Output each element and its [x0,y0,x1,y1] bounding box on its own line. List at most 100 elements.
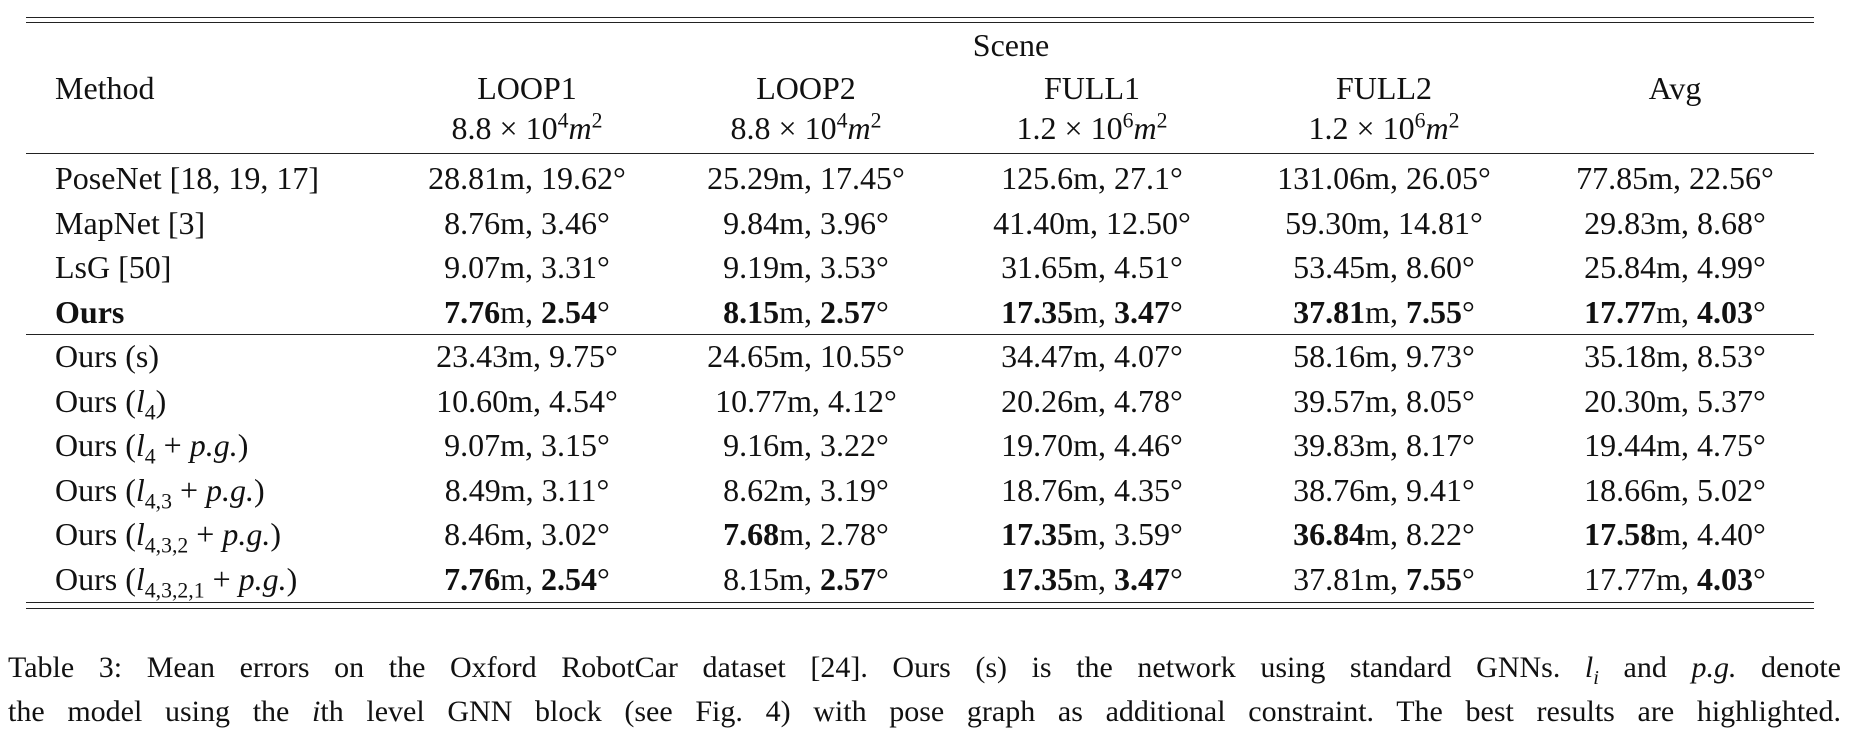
text-run: LsG [50] [55,249,172,285]
text-run: 4 [144,444,156,469]
caption-line: Table 3: Mean errors on the Oxford Robot… [8,648,1841,688]
text-run: m [1425,110,1449,146]
text-run: ) [237,427,249,463]
text-run: 4 [557,108,569,133]
text-run: m, [500,560,542,597]
scene-header: Scene [972,27,1050,63]
text-run: MapNet [3] [55,204,206,241]
result-cell: 8.15m, 2.57° [646,559,966,599]
result-cell: 10.60m, 4.54° [436,382,618,419]
area-header: 8.8 × 104m2 [646,108,966,148]
text-run: Ours ( [55,471,136,508]
result-cell: 20.30m, 5.37° [1584,382,1766,419]
text-run: Table 3: Mean errors on the Oxford Robot… [8,651,1585,684]
text-run: ) [155,382,167,419]
text-run: 7.76 [444,293,501,330]
method-cell: Ours (l4,3,2 + p.g.) [55,514,281,558]
text-run: m, 8.22° [1365,516,1475,552]
text-run: l [135,382,145,419]
text-run: m, [500,293,542,330]
text-run: and [1598,651,1692,684]
method-cell: Ours (l4) [55,381,167,423]
result-cell: 8.46m, 3.02° [444,516,610,552]
text-run: 8.15 [723,293,780,330]
result-cell: 20.26m, 4.78° [1001,382,1183,419]
method-cell: Ours (l4 + p.g.) [55,425,249,469]
column-header: LOOP2 [756,70,856,106]
text-run: ° [1753,560,1766,597]
result-cell: 9.07m, 3.15° [444,427,610,463]
result-cell: 77.85m, 22.56° [1576,160,1774,196]
result-cell: 17.77m, 4.03° [1515,292,1835,332]
result-cell: 17.77m, 4.03° [1515,559,1835,599]
result-cell: 9.19m, 3.53° [723,249,889,285]
text-run: 2 [870,108,882,133]
text-run: 17.58 [1584,516,1657,552]
text-run: 37.81m, [1293,560,1407,597]
column-header: FULL1 [1044,70,1140,106]
text-run: + [188,516,223,552]
result-cell: 53.45m, 8.60° [1293,249,1475,285]
result-cell: 17.35m, 3.47° [932,559,1252,599]
result-cell: 39.57m, 8.05° [1293,382,1475,419]
result-cell: 9.07m, 3.31° [444,249,610,285]
bottom-rule [26,602,1814,603]
text-run: 3.47 [1114,293,1171,330]
text-run: 3.47 [1114,560,1171,597]
text-run: l [1584,651,1594,684]
text-run: m, 2.78° [779,516,889,552]
text-run: Ours [55,293,125,330]
result-cell: 24.65m, 10.55° [707,338,905,374]
text-run: denote [1736,651,1841,684]
text-run: ) [270,516,281,552]
text-run: 1.2 × 10 [1308,110,1415,146]
text-run: m [568,110,592,146]
text-run: l [135,560,145,597]
result-cell: 7.68m, 2.78° [646,514,966,554]
result-cell: 8.15m, 2.57° [646,292,966,332]
text-run: + [204,560,239,597]
text-run: 17.35 [1001,293,1074,330]
text-run: Ours ( [55,382,136,419]
result-cell: 17.35m, 3.59° [932,514,1252,554]
result-cell: 36.84m, 8.22° [1224,514,1544,554]
text-run: l [135,471,145,508]
text-run: ° [876,293,889,330]
text-run: Ours ( [55,427,136,463]
text-run: 4.03 [1697,293,1754,330]
text-run: Ours (s) [55,338,159,374]
text-run: 7.55 [1406,560,1463,597]
result-cell: 34.47m, 4.07° [1001,338,1183,374]
text-run: 17.77 [1584,293,1657,330]
text-run: 4,3,2 [144,533,189,558]
text-run: m [847,110,871,146]
column-header: Method [55,70,155,106]
text-run: ° [1753,293,1766,330]
text-run: + [171,471,206,508]
text-run: ° [597,293,610,330]
result-cell: 38.76m, 9.41° [1293,471,1475,508]
text-run: 7.76 [444,560,501,597]
result-cell: 9.16m, 3.22° [723,427,889,463]
text-run: p.g. [238,560,287,597]
text-run: ) [254,471,265,508]
text-run: i [312,695,321,728]
text-run: m, [779,293,821,330]
result-cell: 17.58m, 4.40° [1515,514,1835,554]
result-cell: 25.84m, 4.99° [1584,249,1766,285]
caption-line: the model using the ith level GNN block … [8,692,1841,732]
text-run: m, [1073,293,1115,330]
text-run: p.g. [1691,651,1737,684]
text-run: 2 [1448,108,1460,133]
text-run: m, [1365,293,1407,330]
text-run: 2 [1156,108,1168,133]
text-run: 36.84 [1293,516,1366,552]
text-run: ) [286,560,298,597]
result-cell: 10.77m, 4.12° [715,382,897,419]
method-cell: Ours (s) [55,336,159,376]
area-header: 1.2 × 106m2 [1224,108,1544,148]
result-cell: 39.83m, 8.17° [1293,427,1475,463]
area-header: 1.2 × 106m2 [932,108,1252,148]
text-run: ° [1170,560,1183,597]
